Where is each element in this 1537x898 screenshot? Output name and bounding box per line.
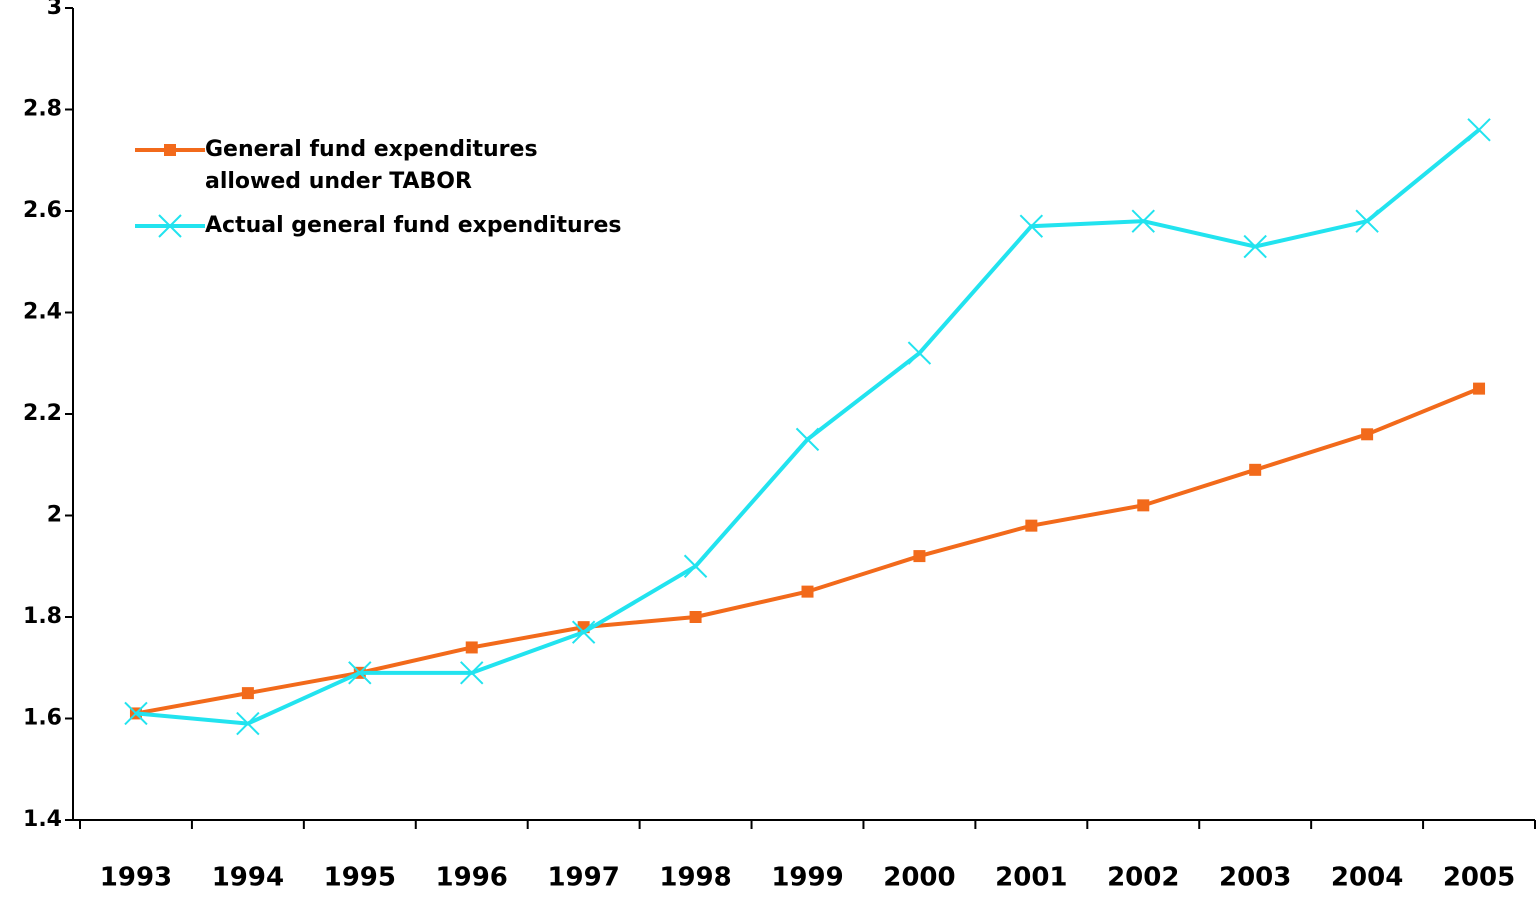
y-tick-label: 2: [47, 503, 62, 528]
x-tick-label: 1993: [100, 863, 172, 893]
x-tick-label: 2004: [1331, 863, 1403, 893]
marker: [241, 687, 254, 700]
marker: [571, 620, 596, 644]
y-tick-label: 2.4: [23, 300, 62, 325]
x-tick-label: 1997: [547, 863, 619, 893]
marker: [1025, 519, 1038, 532]
marker: [124, 701, 148, 726]
marker: [1473, 382, 1486, 395]
marker: [913, 550, 926, 563]
marker: [465, 641, 478, 654]
x-tick-label: 1999: [771, 863, 843, 893]
marker: [1355, 209, 1379, 233]
marker: [907, 341, 932, 365]
marker: [1467, 118, 1491, 142]
x-tick-label: 2003: [1219, 863, 1291, 893]
y-tick-label: 2.8: [23, 97, 62, 122]
legend-item: General fund expenditures allowed under …: [135, 134, 622, 198]
x-tick-label: 2001: [995, 863, 1067, 893]
marker: [236, 711, 260, 736]
x-tick-label: 1995: [324, 863, 396, 893]
legend-label: Actual general fund expenditures: [205, 213, 622, 238]
marker: [1131, 209, 1155, 233]
legend-label: General fund expenditures allowed under …: [205, 137, 538, 194]
marker: [1137, 499, 1150, 512]
marker: [683, 554, 708, 578]
marker: [1243, 234, 1267, 259]
marker: [1249, 463, 1262, 476]
marker: [1019, 214, 1044, 238]
marker: [460, 661, 484, 685]
legend-swatch: [135, 214, 205, 238]
x-tick-label: 2000: [883, 863, 955, 893]
x-tick-label: 2005: [1443, 863, 1515, 893]
marker: [1361, 428, 1374, 441]
legend-swatch: [135, 144, 205, 156]
marker: [801, 585, 814, 598]
x-tick-label: 1998: [659, 863, 731, 893]
legend-item: Actual general fund expenditures: [135, 210, 622, 242]
y-tick-label: 1.4: [23, 807, 62, 832]
x-tick-label: 1994: [212, 863, 284, 893]
marker: [348, 661, 372, 685]
y-tick-label: 2.6: [23, 198, 62, 223]
marker: [689, 611, 702, 623]
legend: General fund expenditures allowed under …: [135, 134, 622, 254]
marker: [158, 214, 182, 238]
y-tick-label: 1.8: [23, 604, 62, 629]
y-tick-label: 1.6: [23, 706, 62, 731]
marker: [164, 144, 176, 156]
marker: [795, 427, 820, 452]
y-tick-label: 3: [47, 0, 62, 20]
x-tick-label: 2002: [1107, 863, 1179, 893]
x-tick-label: 1996: [436, 863, 508, 893]
y-tick-label: 2.2: [23, 401, 62, 426]
